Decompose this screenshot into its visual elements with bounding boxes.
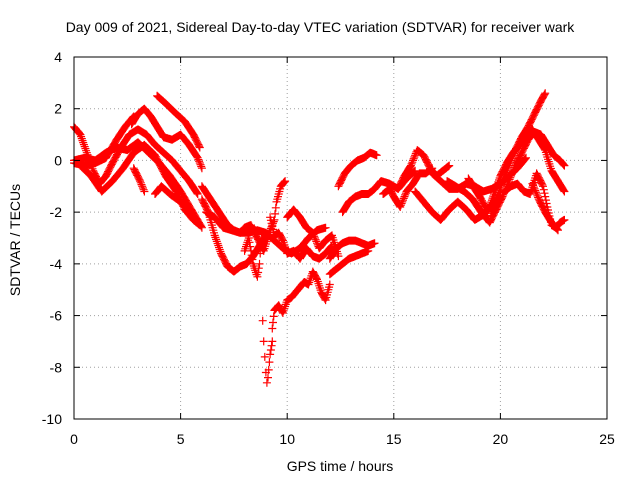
axis-ticks: 0 5 10 15 20 25 -10 -8 -6 -4 -2 0 2 4 bbox=[42, 49, 615, 447]
plus-markers bbox=[464, 125, 569, 217]
x-tick-label: 10 bbox=[279, 431, 295, 447]
series-track-7 bbox=[153, 91, 204, 152]
series-track-13 bbox=[268, 267, 334, 333]
y-tick-label: -2 bbox=[50, 204, 63, 220]
plus-markers bbox=[151, 182, 196, 219]
series-track-28 bbox=[528, 179, 562, 235]
plus-markers bbox=[266, 213, 336, 263]
grid-lines bbox=[74, 57, 607, 419]
series-track-15 bbox=[283, 205, 343, 261]
y-tick-label: -6 bbox=[50, 308, 63, 324]
x-axis-label: GPS time / hours bbox=[287, 458, 394, 474]
series-track-18 bbox=[334, 148, 381, 191]
series-track-16 bbox=[325, 246, 373, 279]
plus-markers bbox=[334, 148, 381, 191]
x-tick-label: 5 bbox=[177, 431, 185, 447]
y-axis-label: SDTVAR / TECUs bbox=[7, 184, 23, 296]
y-tick-label: -10 bbox=[42, 411, 62, 427]
y-tick-label: -4 bbox=[50, 256, 63, 272]
y-tick-label: 4 bbox=[54, 49, 62, 65]
plus-markers bbox=[127, 104, 206, 173]
plus-markers bbox=[268, 267, 334, 333]
series-track-20 bbox=[379, 164, 437, 211]
plus-markers bbox=[379, 164, 437, 211]
series-track-17 bbox=[325, 236, 379, 263]
plus-markers bbox=[153, 91, 204, 152]
x-tick-label: 25 bbox=[599, 431, 615, 447]
data-points-layer bbox=[70, 89, 569, 387]
y-tick-label: -8 bbox=[50, 359, 63, 375]
series-track-5 bbox=[129, 164, 149, 196]
series-track-25 bbox=[464, 125, 569, 217]
plus-markers bbox=[283, 205, 343, 261]
y-tick-label: 2 bbox=[54, 101, 62, 117]
x-tick-label: 20 bbox=[493, 431, 509, 447]
plus-markers bbox=[129, 164, 149, 196]
series-track-12 bbox=[240, 228, 277, 387]
plus-markers bbox=[240, 228, 277, 387]
x-tick-label: 15 bbox=[386, 431, 402, 447]
plus-markers bbox=[325, 246, 373, 279]
plus-markers bbox=[325, 236, 379, 263]
series-track-6 bbox=[127, 104, 206, 173]
y-tick-label: 0 bbox=[54, 152, 62, 168]
chart-title: Day 009 of 2021, Sidereal Day-to-day VTE… bbox=[66, 19, 576, 35]
x-tick-label: 0 bbox=[70, 431, 78, 447]
series-track-14 bbox=[266, 213, 336, 263]
plus-markers bbox=[528, 179, 562, 235]
plot-frame bbox=[73, 56, 608, 420]
series-track-8 bbox=[151, 182, 196, 219]
